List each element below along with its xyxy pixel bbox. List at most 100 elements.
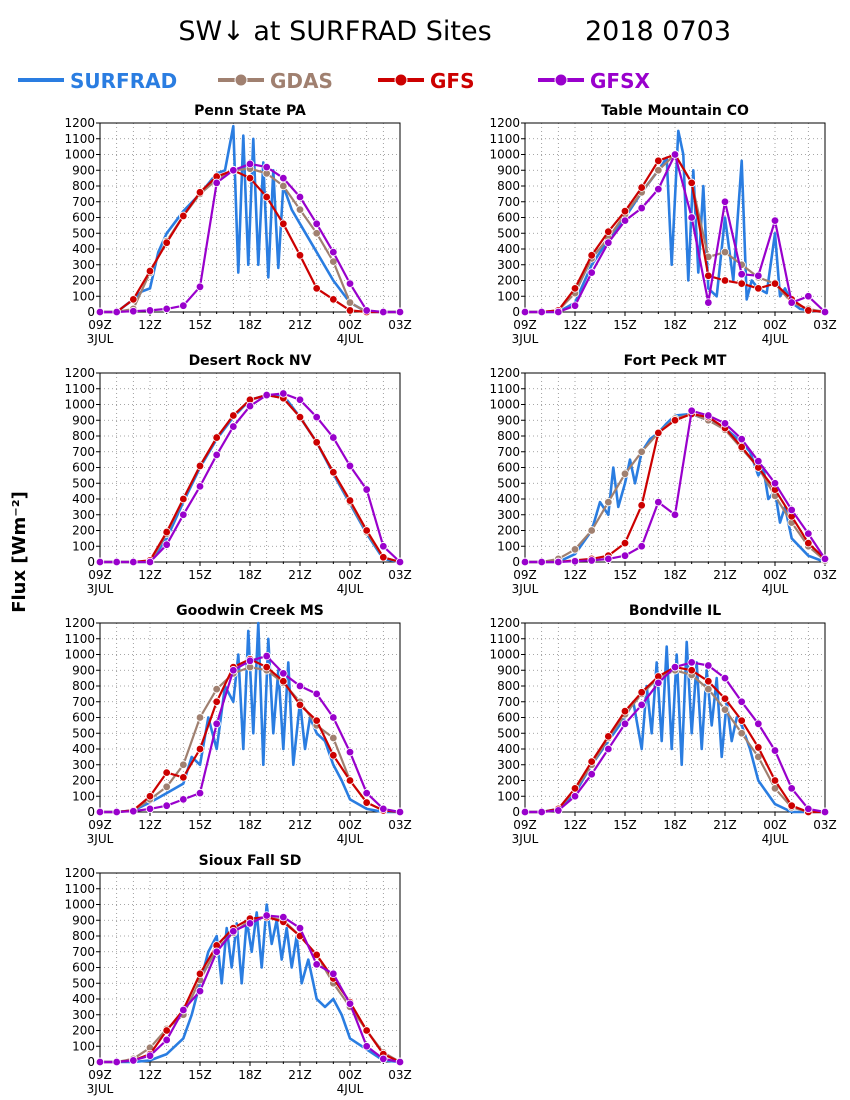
data-point-gfs — [362, 798, 371, 807]
x-tick-label: 09Z — [513, 818, 537, 832]
y-tick-label: 0 — [87, 555, 95, 569]
data-point-gfsx — [329, 247, 338, 257]
y-tick-label: 1000 — [489, 648, 520, 662]
x-tick-label: 18Z — [238, 318, 262, 332]
y-tick-label: 1000 — [64, 648, 95, 662]
y-tick-label: 700 — [72, 945, 95, 959]
data-point-gfs — [162, 527, 171, 537]
data-point-gfs — [145, 266, 155, 276]
data-point-gfsx — [112, 807, 121, 817]
y-tick-label: 100 — [72, 539, 95, 553]
data-point-gfsx — [754, 457, 763, 466]
panel-title: Bondville IL — [629, 603, 721, 619]
data-point-gfs — [329, 295, 338, 304]
data-point-gfs — [737, 279, 746, 288]
data-point-gfsx — [687, 658, 696, 667]
data-point-gdas — [587, 526, 596, 535]
data-point-gfs — [620, 538, 630, 548]
x-tick-label: 21Z — [288, 1068, 312, 1082]
panel-title: Sioux Fall SD — [199, 853, 302, 869]
y-tick-label: 700 — [72, 195, 95, 209]
data-point-gfs — [312, 284, 321, 293]
data-point-gfsx — [637, 542, 646, 551]
data-point-gfs — [195, 744, 205, 754]
data-point-gfsx — [379, 307, 388, 317]
y-tick-label: 900 — [72, 163, 95, 177]
x-tick-label: 00Z — [338, 1068, 362, 1082]
x-tick-label: 09Z — [88, 1068, 112, 1082]
x-date-label: 4JUL — [337, 332, 364, 346]
x-tick-label: 09Z — [513, 318, 537, 332]
data-point-gfsx — [345, 461, 355, 471]
data-point-gfsx — [395, 807, 405, 817]
data-point-gfs — [312, 438, 321, 447]
data-point-gfsx — [362, 306, 371, 315]
x-tick-label: 03Z — [388, 568, 412, 582]
y-tick-label: 1100 — [64, 882, 95, 896]
data-point-gfsx — [262, 911, 271, 920]
data-point-gfs — [162, 768, 171, 777]
y-tick-label: 1100 — [64, 132, 95, 146]
data-point-gfsx — [379, 1054, 388, 1064]
x-tick-label: 03Z — [388, 318, 412, 332]
data-point-gfsx — [329, 969, 338, 978]
x-tick-label: 18Z — [663, 568, 687, 582]
y-tick-label: 100 — [497, 789, 520, 803]
data-point-gfsx — [229, 927, 238, 936]
x-tick-label: 18Z — [663, 318, 687, 332]
y-tick-label: 300 — [497, 758, 520, 772]
data-point-gfs — [195, 461, 205, 471]
y-tick-label: 200 — [497, 774, 520, 788]
data-point-gfs — [279, 677, 288, 686]
data-point-gfsx — [787, 505, 796, 515]
grid — [525, 623, 825, 812]
data-point-gfs — [687, 666, 696, 675]
y-tick-label: 500 — [72, 976, 95, 990]
data-point-gfs — [179, 773, 188, 782]
series-gfsx — [520, 150, 830, 317]
data-point-gfs — [620, 707, 630, 716]
y-tick-label: 1200 — [64, 866, 95, 880]
data-point-gfsx — [395, 557, 405, 567]
data-point-gfs — [637, 183, 646, 192]
y-tick-label: 400 — [497, 492, 520, 506]
y-tick-label: 600 — [497, 711, 520, 725]
data-point-gfsx — [737, 434, 746, 444]
y-tick-label: 500 — [72, 476, 95, 490]
data-point-gfsx — [179, 1005, 188, 1015]
data-point-gfs — [195, 969, 205, 978]
y-tick-label: 1200 — [489, 116, 520, 130]
data-point-gfsx — [770, 479, 780, 488]
data-point-gdas — [654, 166, 663, 175]
y-tick-label: 800 — [497, 179, 520, 193]
x-tick-label: 03Z — [813, 818, 837, 832]
y-tick-label: 1200 — [64, 366, 95, 380]
y-tick-label: 200 — [497, 274, 520, 288]
x-date-label: 3JUL — [512, 832, 539, 846]
x-date-label: 3JUL — [87, 332, 114, 346]
data-point-gfsx — [362, 788, 371, 798]
data-point-gfsx — [262, 651, 271, 661]
data-point-gfs — [262, 662, 271, 672]
series-surfrad — [525, 129, 826, 314]
data-point-gfsx — [212, 450, 221, 460]
panel-title: Penn State PA — [194, 103, 306, 119]
x-date-label: 4JUL — [337, 832, 364, 846]
y-tick-label: 800 — [72, 679, 95, 693]
data-point-gfsx — [570, 301, 580, 310]
y-tick-label: 700 — [72, 695, 95, 709]
data-point-gfsx — [379, 542, 388, 551]
data-point-gfsx — [145, 306, 155, 315]
y-tick-label: 1100 — [489, 132, 520, 146]
data-point-gfsx — [195, 788, 205, 798]
y-tick-label: 200 — [497, 524, 520, 538]
data-point-gfs — [345, 776, 355, 785]
data-point-gfsx — [95, 557, 105, 567]
y-tick-label: 200 — [72, 1024, 95, 1038]
data-point-gfs — [229, 411, 238, 420]
data-point-gfsx — [195, 986, 205, 996]
data-point-gfs — [737, 716, 746, 725]
y-tick-label: 1000 — [64, 898, 95, 912]
data-point-gfsx — [229, 166, 238, 175]
y-tick-label: 1100 — [489, 382, 520, 396]
